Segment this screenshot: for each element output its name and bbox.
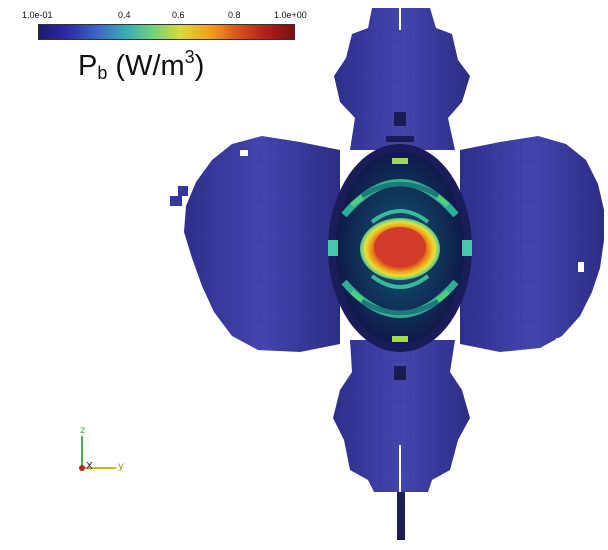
central-field-region (328, 144, 472, 352)
colorbar-title-symbol: P (78, 50, 98, 82)
colorbar-legend: 1.0e-01 0.4 0.6 0.8 1.0e+00 Pb (W/m3) (0, 0, 320, 95)
colorbar-tick-0-4: 0.4 (118, 10, 131, 20)
colorbar-title-unit-close: ) (194, 50, 205, 82)
colorbar-gradient (38, 24, 295, 40)
colorbar-title-subscript: b (97, 63, 108, 83)
colorbar-tick-0-6: 0.6 (172, 10, 185, 20)
orientation-axes: z X y (70, 424, 140, 484)
right-lobe (460, 136, 604, 352)
orientation-axes-lines (79, 436, 116, 471)
top-lobe (334, 8, 470, 150)
left-lobe (170, 136, 340, 352)
colorbar-title: Pb (W/m3) (78, 48, 204, 82)
colorbar-tick-0-8: 0.8 (228, 10, 241, 20)
axis-z-label: z (80, 425, 86, 436)
stem (397, 485, 405, 540)
colorbar-tick-max: 1.0e+00 (274, 10, 307, 20)
axis-x-label: X (86, 461, 93, 472)
colorbar-title-unit-open: (W/m (107, 50, 185, 82)
colorbar-title-superscript: 3 (184, 47, 195, 67)
bottom-lobe (333, 340, 470, 492)
colorbar-tick-min: 1.0e-01 (22, 10, 53, 20)
axis-y-label: y (118, 461, 124, 472)
